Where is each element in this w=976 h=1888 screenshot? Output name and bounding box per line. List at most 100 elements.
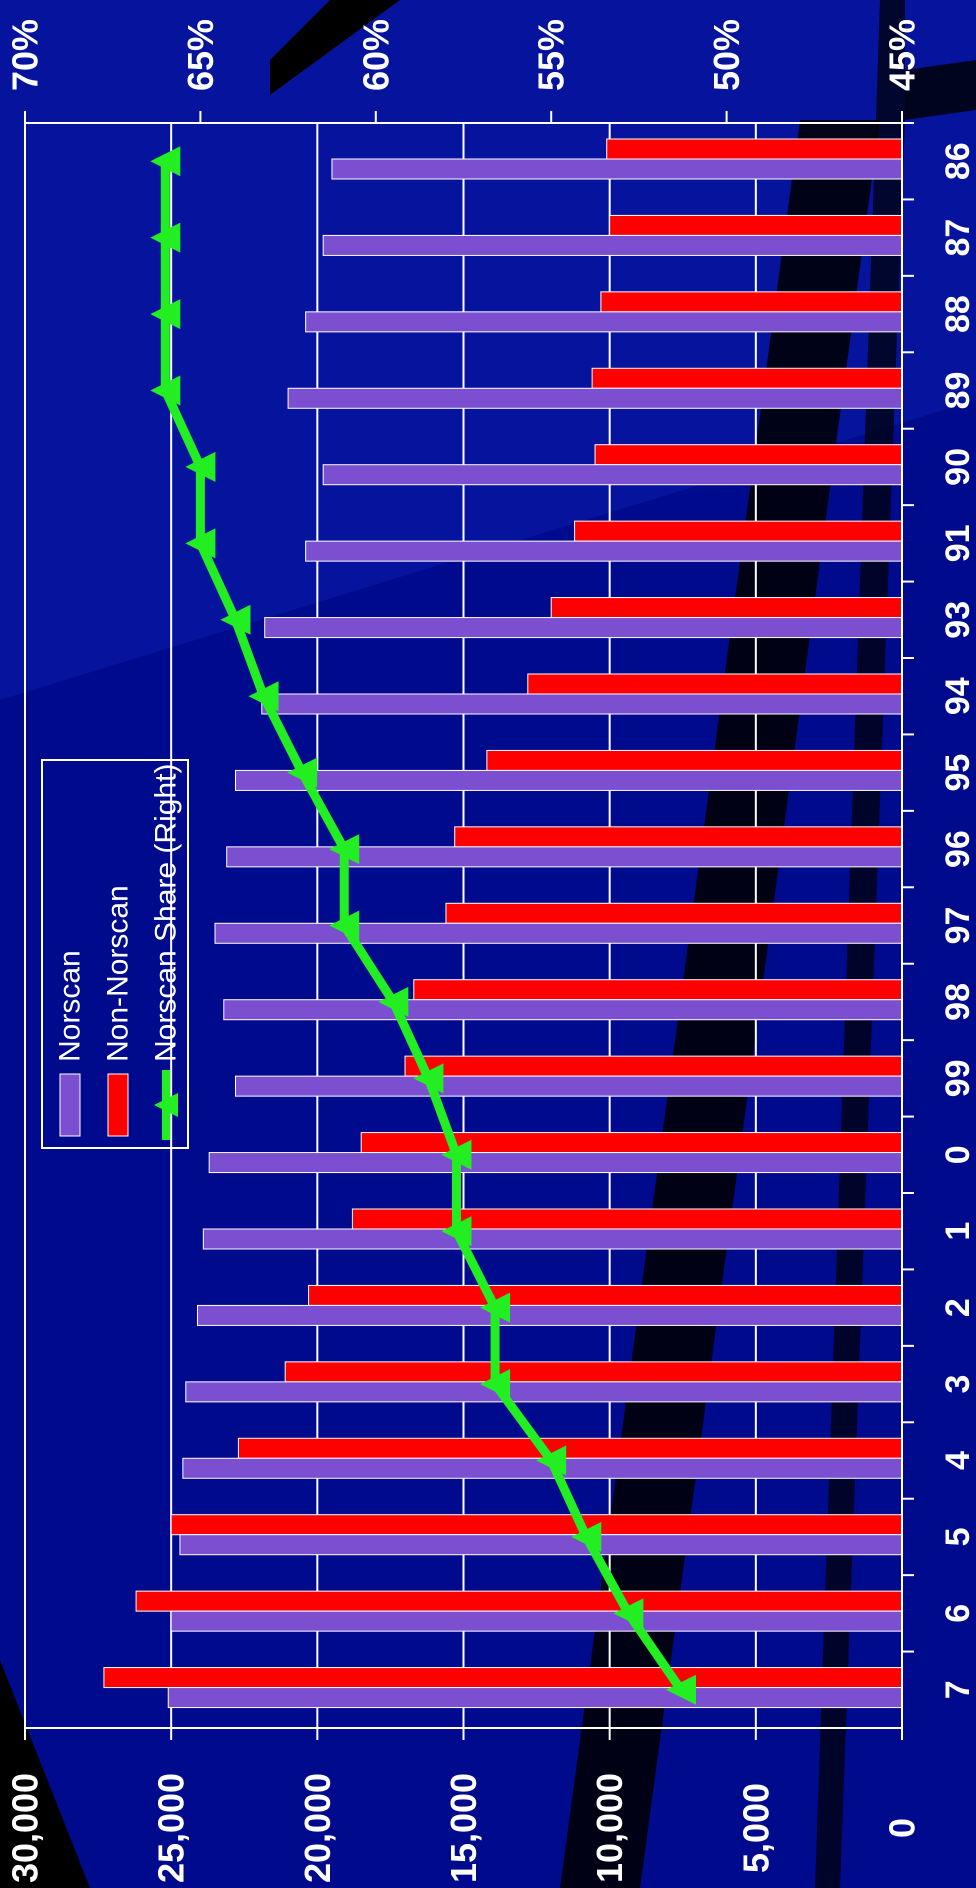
- share-marker: [441, 1139, 472, 1170]
- bar-norscan: [167, 1687, 903, 1709]
- bar-norscan: [234, 1075, 903, 1097]
- share-marker: [185, 528, 216, 559]
- bar-non-norscan: [600, 291, 903, 313]
- bar-norscan: [226, 846, 903, 868]
- right-axis-tick-label: 55%: [531, 19, 572, 91]
- category-label: 98: [939, 983, 976, 1021]
- bar-non-norscan: [574, 520, 903, 542]
- bar-norscan: [223, 999, 903, 1021]
- bar-norscan: [170, 1610, 903, 1632]
- left-axis-tick-label: 25,000: [151, 1773, 192, 1883]
- share-marker: [665, 1674, 696, 1705]
- bars: [103, 138, 903, 1709]
- category-label: 4: [939, 1451, 976, 1470]
- share-marker: [185, 451, 216, 482]
- category-label: 88: [939, 295, 976, 333]
- category-label: 3: [939, 1375, 976, 1394]
- bar-non-norscan: [413, 979, 903, 1001]
- bar-non-norscan: [360, 1132, 903, 1154]
- bar-norscan: [208, 1152, 903, 1174]
- bar-norscan: [331, 158, 903, 180]
- share-marker: [378, 986, 409, 1017]
- bar-norscan: [214, 922, 903, 944]
- legend: Norscan Non-Norscan Norscan Share (Right): [41, 759, 189, 1149]
- category-label: 91: [939, 524, 976, 562]
- share-marker: [536, 1445, 567, 1476]
- category-label: 5: [939, 1527, 976, 1546]
- right-axis-tick-label: 70%: [5, 19, 46, 91]
- bar-norscan: [322, 234, 903, 256]
- legend-share-marker: [154, 1093, 178, 1117]
- legend-label: Norscan Share (Right): [150, 764, 183, 1062]
- left-axis-tick-label: 10,000: [589, 1773, 630, 1883]
- legend-label: Norscan: [54, 950, 87, 1062]
- bar-norscan: [305, 540, 903, 562]
- background-stripe: [0, 1660, 90, 1888]
- left-axis-tick-label: 0: [882, 1818, 923, 1838]
- bar-non-norscan: [606, 138, 903, 160]
- bar-norscan: [264, 617, 903, 639]
- share-marker: [150, 222, 181, 253]
- bar-non-norscan: [527, 673, 903, 695]
- share-marker: [329, 834, 360, 865]
- bar-norscan: [179, 1534, 903, 1556]
- category-label: 6: [939, 1604, 976, 1623]
- category-label: 95: [939, 754, 976, 792]
- bar-norscan: [234, 769, 903, 791]
- share-marker: [248, 681, 279, 712]
- bar-norscan: [322, 464, 903, 486]
- right-axis-tick-label: 65%: [180, 19, 221, 91]
- category-label: 96: [939, 830, 976, 868]
- bar-norscan: [185, 1381, 903, 1403]
- bar-non-norscan: [594, 444, 903, 466]
- left-axis-tick-label: 15,000: [443, 1773, 484, 1883]
- share-marker: [329, 910, 360, 941]
- share-marker: [150, 299, 181, 330]
- category-label: 2: [939, 1298, 976, 1317]
- legend-label: Non-Norscan: [102, 885, 135, 1062]
- bar-non-norscan: [103, 1667, 903, 1689]
- share-marker: [150, 375, 181, 406]
- share-marker: [571, 1521, 602, 1552]
- share-marker: [413, 1063, 444, 1094]
- background-stripe: [270, 0, 400, 95]
- left-axis-tick-label: 30,000: [5, 1773, 46, 1883]
- bar-norscan: [287, 387, 903, 409]
- bar-non-norscan: [591, 367, 903, 389]
- bar-norscan: [305, 311, 903, 333]
- share-marker: [480, 1369, 511, 1400]
- bar-norscan: [196, 1304, 903, 1326]
- category-label: 1: [939, 1222, 976, 1241]
- axes: 0 5,000 10,000 15,000 20,000 25,000 30,000 45% 5…: [5, 19, 976, 1883]
- bar-non-norscan: [237, 1437, 903, 1459]
- bar-non-norscan: [609, 214, 903, 236]
- background-stripe: [905, 60, 976, 120]
- bar-non-norscan: [284, 1361, 903, 1383]
- bar-norscan: [261, 693, 903, 715]
- bar-non-norscan: [550, 597, 903, 619]
- share-marker: [613, 1598, 644, 1629]
- right-axis-tick-label: 50%: [706, 19, 747, 91]
- left-axis-tick-label: 5,000: [735, 1783, 776, 1873]
- share-marker: [287, 757, 318, 788]
- bar-non-norscan: [486, 749, 903, 771]
- share-marker: [220, 604, 251, 635]
- category-label: 90: [939, 448, 976, 486]
- category-label: 87: [939, 219, 976, 257]
- right-axis-tick-label: 45%: [882, 19, 923, 91]
- legend-swatch-non-norscan: [107, 1073, 129, 1137]
- category-label: 93: [939, 601, 976, 639]
- bar-non-norscan: [445, 902, 903, 924]
- category-label: 86: [939, 142, 976, 180]
- category-label: 7: [939, 1680, 976, 1699]
- legend-box: [41, 759, 189, 1149]
- left-axis-tick-label: 20,000: [297, 1773, 338, 1883]
- bar-non-norscan: [454, 826, 903, 848]
- category-label: 89: [939, 372, 976, 410]
- category-label: 97: [939, 907, 976, 945]
- bar-non-norscan: [351, 1208, 903, 1230]
- bar-non-norscan: [308, 1284, 903, 1306]
- legend-swatch-norscan: [59, 1073, 81, 1137]
